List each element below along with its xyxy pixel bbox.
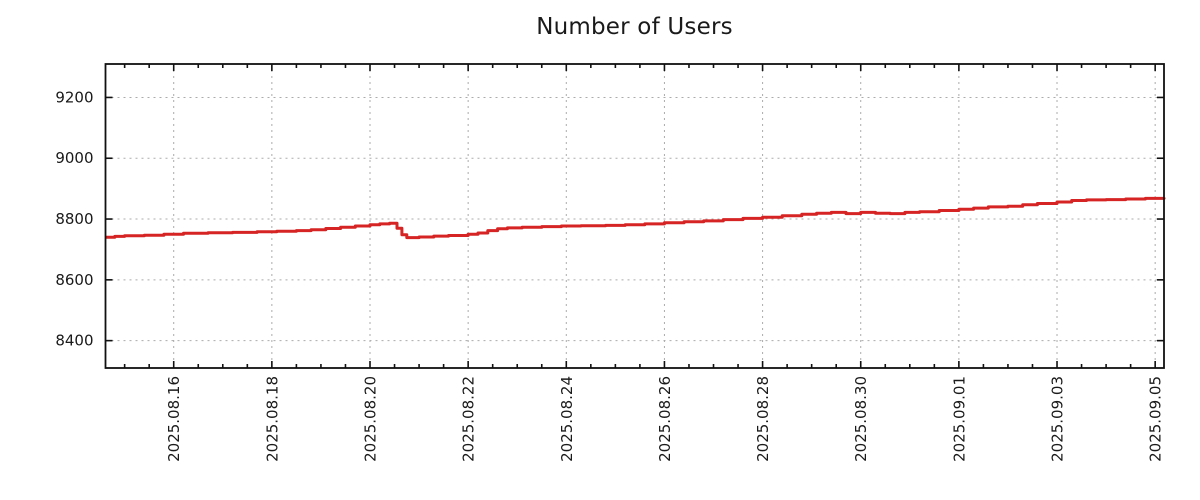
x-tick-label: 2025.08.28 <box>754 376 772 462</box>
x-tick-label: 2025.08.30 <box>852 376 870 462</box>
x-tick-label: 2025.08.16 <box>165 376 183 462</box>
axis-ticks <box>105 64 1164 368</box>
x-tick-label: 2025.08.24 <box>558 376 576 462</box>
series-line-users <box>105 196 1166 240</box>
x-tick-label: 2025.08.18 <box>263 376 281 462</box>
y-tick-label: 9000 <box>55 149 93 167</box>
x-tick-label: 2025.09.03 <box>1049 376 1067 462</box>
x-tick-label: 2025.08.20 <box>362 376 380 462</box>
x-tick-label: 2025.08.22 <box>460 376 478 462</box>
grid-lines <box>105 64 1164 368</box>
x-tick-labels: 2025.08.16 2025.08.18 2025.08.20 2025.08.22… <box>165 376 1164 462</box>
plot-border <box>104 63 1165 369</box>
x-tick-label: 2025.08.26 <box>656 376 674 462</box>
y-tick-label: 8800 <box>55 210 93 228</box>
chart-title: Number of Users <box>536 14 733 40</box>
x-tick-label: 2025.09.01 <box>950 376 968 462</box>
y-tick-labels: 8400 8600 8800 9000 9200 <box>55 88 93 349</box>
y-tick-label: 8400 <box>55 332 93 350</box>
y-tick-label: 8600 <box>55 271 93 289</box>
x-tick-label: 2025.09.05 <box>1147 376 1165 462</box>
y-tick-label: 9200 <box>55 88 93 106</box>
